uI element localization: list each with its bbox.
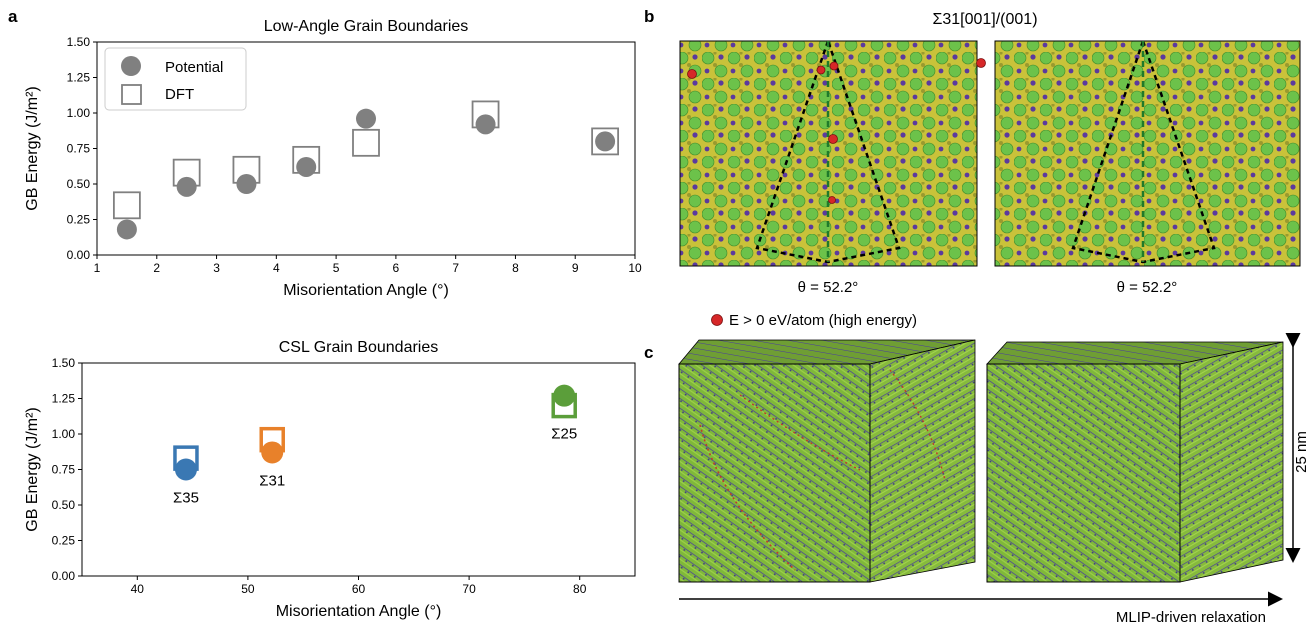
x-tick-label: 5 [333, 261, 340, 275]
high-energy-legend-marker [711, 314, 723, 326]
potential-marker [176, 176, 197, 197]
x-tick-label: 4 [273, 261, 280, 275]
y-tick-label: 1.00 [67, 106, 91, 120]
csl-chart: 40 50 60 70 80 0.00 0.25 0.50 0.75 1.00 1.25 1.50 CS… [24, 339, 636, 620]
potential-marker [356, 108, 376, 129]
x-tick-label: 7 [452, 261, 459, 275]
potential-marker [475, 114, 496, 135]
panel-label-c: c [644, 343, 653, 362]
y-tick-label: 0.50 [67, 177, 91, 191]
legend-dft-label: DFT [165, 86, 194, 103]
y-tick-label: 1.00 [52, 427, 76, 441]
potential-marker [595, 131, 616, 152]
legend-potential-label: Potential [165, 59, 223, 76]
x-tick-label: 1 [94, 261, 101, 275]
y-tick-label: 0.75 [67, 142, 91, 156]
y-axis-label: GB Energy (J/m²) [24, 407, 41, 531]
y-tick-label: 1.50 [52, 356, 76, 370]
y-tick-label: 0.75 [52, 463, 76, 477]
potential-marker [116, 219, 137, 240]
sigma-label: Σ25 [551, 426, 577, 443]
atom-view-left [679, 37, 986, 267]
sigma-label: Σ35 [173, 490, 199, 507]
relaxation-label: MLIP-driven relaxation [1116, 609, 1266, 626]
potential-marker [174, 458, 197, 481]
dft-marker [352, 128, 380, 157]
scale-label: 25 nm [1293, 431, 1310, 473]
y-tick-label: 0.00 [52, 569, 76, 583]
high-energy-atom [976, 58, 986, 68]
high-energy-atom [828, 134, 838, 144]
potential-marker [296, 156, 317, 177]
high-energy-atom [816, 65, 826, 75]
potential-marker [236, 174, 257, 194]
sigma-label: Σ31 [259, 472, 285, 489]
y-tick-label: 1.25 [52, 392, 76, 406]
high-energy-atom [687, 69, 697, 79]
y-tick-label: 0.50 [52, 498, 76, 512]
dft-marker [112, 191, 141, 220]
x-tick-label: 40 [131, 582, 145, 596]
low-angle-chart: 1 2 3 4 5 6 7 8 9 10 0.00 0.25 0.50 0.75 1.00 1.25 1.50 L… [24, 18, 642, 299]
chart-title: Low-Angle Grain Boundaries [264, 18, 469, 35]
legend: Potential DFT [104, 47, 247, 111]
x-tick-label: 80 [573, 582, 587, 596]
cube-after [986, 341, 1284, 583]
x-tick-label: 70 [462, 582, 476, 596]
theta-left-label: θ = 52.2° [798, 279, 859, 296]
x-tick-label: 6 [393, 261, 400, 275]
y-tick-label: 1.50 [67, 35, 91, 49]
legend-potential-marker [121, 56, 141, 76]
x-tick-label: 8 [512, 261, 519, 275]
high-energy-atom [828, 196, 836, 204]
y-tick-label: 1.25 [67, 71, 91, 85]
x-tick-label: 2 [153, 261, 160, 275]
theta-right-label: θ = 52.2° [1117, 279, 1178, 296]
y-tick-label: 0.25 [67, 213, 91, 227]
y-axis-label: GB Energy (J/m²) [24, 86, 41, 210]
x-axis-label: Misorientation Angle (°) [276, 603, 442, 620]
y-tick-label: 0.25 [52, 534, 76, 548]
x-tick-label: 10 [628, 261, 642, 275]
potential-marker [261, 441, 284, 464]
legend-dft-marker [121, 84, 142, 105]
x-tick-label: 50 [241, 582, 255, 596]
panel-label-a: a [8, 7, 18, 26]
x-axis-label: Misorientation Angle (°) [283, 282, 449, 299]
y-tick-label: 0.00 [67, 248, 91, 262]
chart-title: CSL Grain Boundaries [279, 339, 439, 356]
atom-view-right [994, 37, 1301, 267]
x-tick-label: 3 [213, 261, 220, 275]
panel-label-b: b [644, 7, 654, 26]
x-tick-label: 60 [352, 582, 366, 596]
high-energy-atom [829, 61, 839, 71]
high-energy-legend-label: E > 0 eV/atom (high energy) [729, 312, 917, 329]
potential-marker [553, 384, 576, 407]
panel-b-title: Σ31[001]/(001) [932, 11, 1037, 28]
x-tick-label: 9 [572, 261, 579, 275]
cube-before [678, 339, 976, 583]
